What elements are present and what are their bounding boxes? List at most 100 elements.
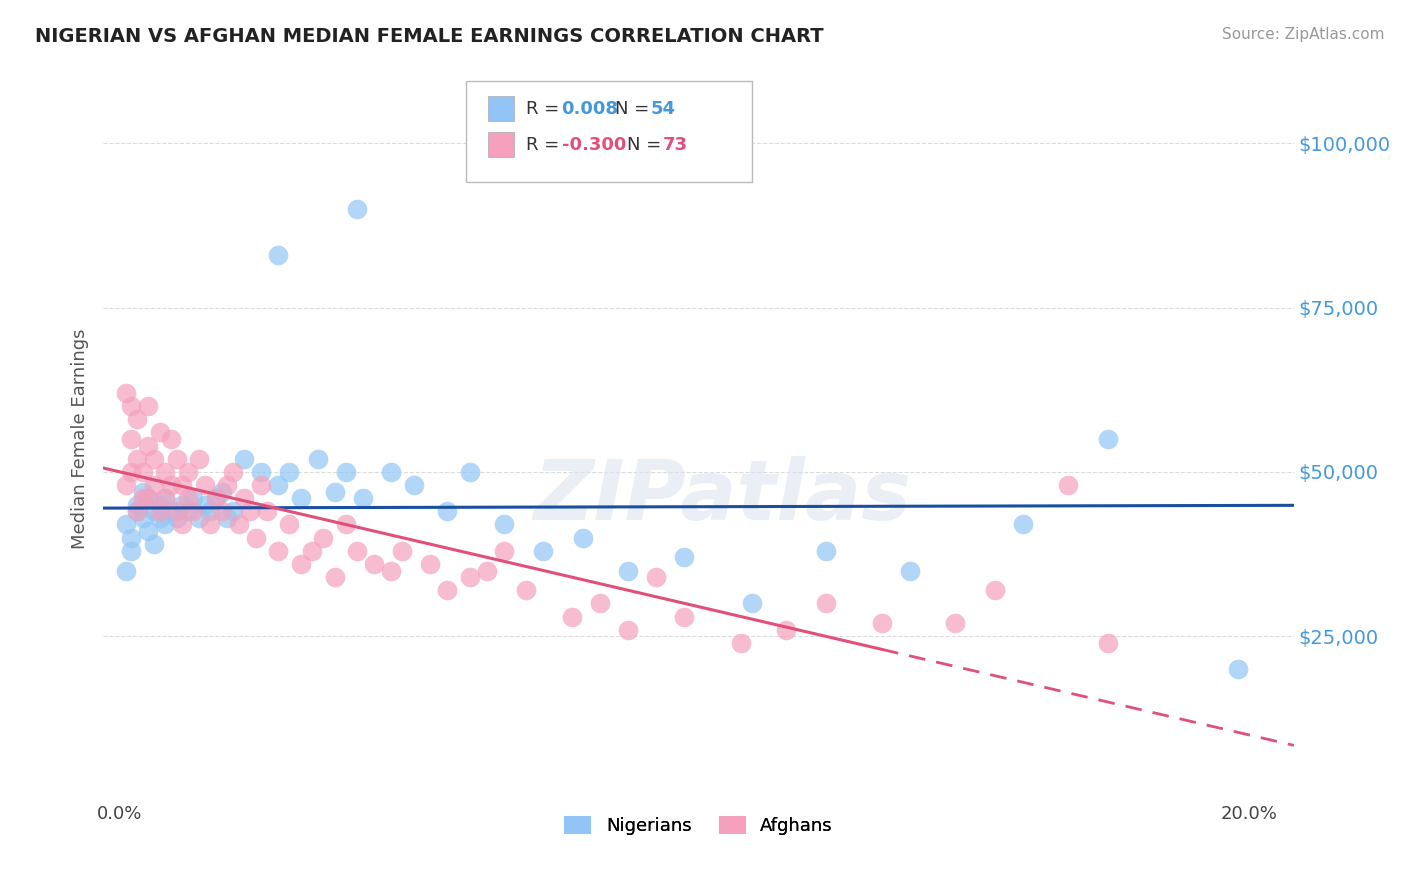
Point: [1097, 432, 1119, 446]
Text: N =: N =: [627, 136, 666, 153]
Point: [458, 570, 481, 584]
Point: [222, 504, 245, 518]
Point: [142, 504, 165, 518]
Point: [228, 517, 250, 532]
Point: [194, 498, 217, 512]
Text: R =: R =: [526, 100, 565, 118]
Point: [217, 478, 239, 492]
Point: [278, 465, 301, 479]
Point: [188, 451, 211, 466]
Point: [1057, 478, 1080, 492]
Point: [307, 451, 329, 466]
Point: [561, 609, 583, 624]
Point: [278, 517, 301, 532]
Point: [335, 465, 357, 479]
Point: [148, 511, 170, 525]
Point: [148, 504, 170, 518]
Point: [142, 478, 165, 492]
Text: 0.008: 0.008: [561, 100, 619, 118]
Point: [177, 504, 200, 518]
Point: [136, 491, 159, 506]
Point: [136, 524, 159, 538]
Point: [352, 491, 374, 506]
Point: [148, 425, 170, 440]
Text: Source: ZipAtlas.com: Source: ZipAtlas.com: [1222, 27, 1385, 42]
Point: [673, 550, 696, 565]
Point: [205, 491, 228, 506]
Y-axis label: Median Female Earnings: Median Female Earnings: [72, 329, 89, 549]
Point: [125, 451, 148, 466]
Point: [142, 537, 165, 551]
Point: [391, 543, 413, 558]
Point: [775, 623, 797, 637]
Point: [114, 564, 136, 578]
Point: [131, 511, 153, 525]
Point: [125, 412, 148, 426]
Point: [172, 498, 194, 512]
Point: [166, 504, 188, 518]
Point: [155, 517, 177, 532]
Point: [250, 478, 273, 492]
Text: N =: N =: [616, 100, 655, 118]
Point: [290, 557, 312, 571]
Point: [267, 543, 290, 558]
Point: [211, 504, 233, 518]
Point: [217, 511, 239, 525]
Point: [233, 451, 256, 466]
Point: [233, 491, 256, 506]
Point: [131, 465, 153, 479]
Point: [183, 504, 205, 518]
Point: [589, 596, 612, 610]
Point: [160, 504, 183, 518]
Point: [335, 517, 357, 532]
Point: [436, 504, 458, 518]
Point: [1097, 636, 1119, 650]
Point: [136, 491, 159, 506]
Point: [419, 557, 441, 571]
Point: [814, 596, 837, 610]
Point: [458, 465, 481, 479]
Point: [531, 543, 554, 558]
Point: [194, 478, 217, 492]
Point: [673, 609, 696, 624]
Point: [898, 564, 921, 578]
Point: [617, 623, 640, 637]
Point: [172, 517, 194, 532]
Point: [211, 484, 233, 499]
Point: [1012, 517, 1035, 532]
Point: [323, 570, 346, 584]
Point: [645, 570, 668, 584]
Point: [200, 504, 222, 518]
Point: [267, 478, 290, 492]
Point: [870, 616, 893, 631]
Text: 73: 73: [662, 136, 688, 153]
Point: [239, 504, 262, 518]
Point: [183, 491, 205, 506]
Point: [814, 543, 837, 558]
Point: [120, 543, 142, 558]
Point: [475, 564, 498, 578]
Point: [436, 583, 458, 598]
Point: [730, 636, 752, 650]
Point: [155, 491, 177, 506]
FancyBboxPatch shape: [467, 81, 752, 182]
Text: 54: 54: [651, 100, 676, 118]
Point: [114, 478, 136, 492]
Point: [160, 478, 183, 492]
Point: [492, 517, 515, 532]
Point: [617, 564, 640, 578]
Point: [363, 557, 385, 571]
Point: [114, 386, 136, 401]
Point: [323, 484, 346, 499]
Text: NIGERIAN VS AFGHAN MEDIAN FEMALE EARNINGS CORRELATION CHART: NIGERIAN VS AFGHAN MEDIAN FEMALE EARNING…: [35, 27, 824, 45]
Point: [188, 511, 211, 525]
Point: [572, 531, 595, 545]
Point: [380, 564, 402, 578]
Point: [301, 543, 323, 558]
Point: [984, 583, 1007, 598]
Point: [148, 498, 170, 512]
Point: [245, 531, 267, 545]
Point: [267, 248, 290, 262]
FancyBboxPatch shape: [488, 95, 515, 120]
Point: [290, 491, 312, 506]
